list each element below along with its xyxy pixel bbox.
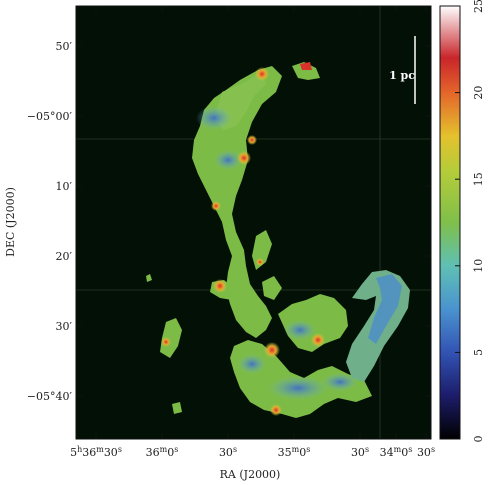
high-value-patch [270, 404, 282, 416]
ne-knot [292, 62, 320, 80]
y-tick-label: 50′ [56, 40, 73, 53]
main-filament [192, 66, 282, 338]
plot-frame [75, 5, 432, 440]
x-tick-label: 35m0s [278, 445, 311, 460]
high-value-patch [264, 342, 280, 358]
x-tick-label: 30s [351, 445, 369, 460]
x-tick-label: 36m0s [146, 445, 179, 460]
x-tick-label: 30s [219, 445, 237, 460]
low-value-patch [196, 106, 232, 130]
high-value-patch [161, 337, 171, 347]
colorbar-tick-label: 10 [472, 259, 485, 273]
ne-knot-red [300, 62, 312, 70]
east-strand [262, 276, 282, 300]
high-value-patch [213, 279, 227, 293]
west-speck [172, 402, 182, 414]
y-tick-label: −05°00′ [27, 110, 73, 123]
west-clump [160, 318, 182, 358]
high-value-patch [237, 151, 251, 165]
x-tick-label: 34m0s [380, 445, 413, 460]
colorbar-ticks: 0 5 10 15 20 25 [455, 0, 485, 443]
eastern-ridge-blue [368, 274, 402, 344]
y-axis-label: DEC (J2000) [4, 187, 17, 257]
colorbar-tick-label: 0 [472, 436, 485, 443]
nebula-emission [146, 62, 410, 418]
y-axis-ticks: 50′ −05°00′ 10′ 20′ 30′ −05°40′ [27, 40, 431, 403]
colorbar-tick-label: 15 [472, 172, 485, 186]
x-axis-ticks: 5h36m30s 36m0s 30s 35m0s 30s 34m0s 30s [70, 6, 435, 459]
high-value-patch [256, 258, 264, 266]
low-value-patch [268, 376, 328, 400]
low-value-patch [238, 354, 266, 374]
colorbar-tick-label: 20 [472, 86, 485, 100]
low-value-patch [322, 373, 358, 391]
colorbar [439, 5, 461, 440]
high-value-patch [211, 201, 221, 211]
y-tick-label: 10′ [56, 180, 73, 193]
low-value-patch [284, 320, 316, 340]
high-value-patch [255, 67, 269, 81]
colorbar-tick-label: 5 [472, 349, 485, 356]
high-value-patch [311, 333, 325, 347]
colorbar-tick-label: 25 [472, 0, 485, 13]
y-tick-label: 30′ [56, 320, 73, 333]
y-tick-label: −05°40′ [27, 390, 73, 403]
y-tick-label: 20′ [56, 250, 73, 263]
high-value-patch [247, 135, 257, 145]
low-value-patch [214, 150, 242, 170]
x-tick-label: 30s [417, 445, 435, 460]
x-axis-label: RA (J2000) [220, 468, 281, 481]
x-tick-label: 5h36m30s [70, 445, 122, 460]
west-speck [146, 274, 152, 282]
scale-bar-label: 1 pc [389, 69, 415, 82]
